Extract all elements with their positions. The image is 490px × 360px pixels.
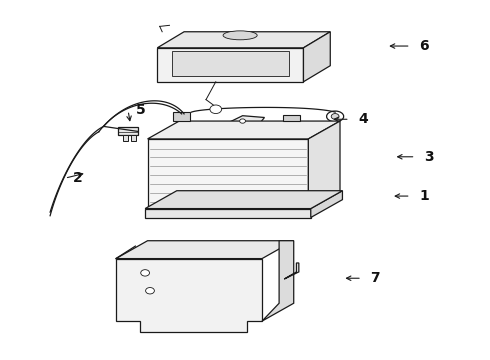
Polygon shape [157, 48, 303, 82]
Polygon shape [123, 135, 128, 141]
Polygon shape [157, 32, 330, 48]
Polygon shape [145, 191, 343, 208]
Polygon shape [220, 116, 265, 126]
Polygon shape [131, 135, 136, 141]
Polygon shape [308, 121, 340, 208]
Polygon shape [116, 241, 294, 258]
Text: 5: 5 [136, 103, 146, 117]
Text: 4: 4 [358, 112, 368, 126]
Polygon shape [116, 258, 262, 332]
Polygon shape [172, 51, 289, 76]
Text: 2: 2 [73, 171, 83, 185]
Polygon shape [284, 263, 299, 279]
Polygon shape [118, 127, 138, 135]
Polygon shape [303, 32, 330, 82]
Circle shape [146, 288, 154, 294]
Ellipse shape [223, 31, 257, 40]
Circle shape [331, 113, 339, 119]
Polygon shape [262, 241, 294, 321]
Polygon shape [283, 114, 299, 121]
Polygon shape [145, 208, 311, 217]
Text: 3: 3 [424, 150, 434, 164]
Circle shape [240, 119, 245, 123]
Polygon shape [173, 112, 191, 121]
Polygon shape [311, 191, 343, 217]
Circle shape [141, 270, 149, 276]
Text: 7: 7 [370, 271, 380, 285]
Text: 6: 6 [419, 39, 429, 53]
Circle shape [210, 105, 221, 113]
Polygon shape [147, 121, 340, 139]
Text: 1: 1 [419, 189, 429, 203]
Polygon shape [147, 139, 308, 208]
